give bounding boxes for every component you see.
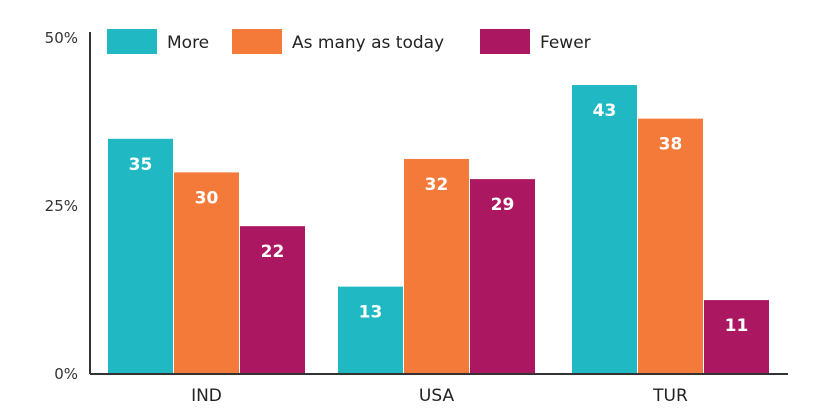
y-tick-label: 25% [45,197,78,215]
x-tick-label: TUR [652,386,688,406]
bar [338,286,403,374]
bar [174,172,239,374]
data-label: 13 [359,303,383,323]
x-tick-label: USA [419,386,455,406]
bars [108,85,769,374]
data-label: 29 [491,195,515,215]
x-tick-label: IND [191,386,222,406]
bar [240,226,305,374]
bar [704,300,769,374]
data-label: 11 [725,316,749,336]
x-axis: IND USA TUR [191,386,688,406]
legend: More As many as today Fewer [107,29,591,54]
legend-swatch [232,29,282,54]
y-axis: 0% 25% 50% [45,29,78,383]
data-label: 38 [659,135,683,155]
y-tick-label: 0% [54,365,78,383]
bar [638,118,703,374]
data-label: 30 [195,188,219,208]
legend-swatch [480,29,530,54]
data-label: 32 [425,175,449,195]
bar [404,158,469,374]
legend-label: Fewer [540,33,591,53]
data-label: 35 [129,155,153,175]
data-label: 43 [593,101,617,121]
bar [572,85,637,374]
legend-swatch [107,29,157,54]
legend-label: More [167,33,209,53]
legend-label: As many as today [292,33,444,53]
bar [470,179,535,374]
data-labels: 35 30 22 13 32 29 43 38 11 [129,101,749,336]
data-label: 22 [261,242,285,262]
bar [108,138,173,374]
y-tick-label: 50% [45,29,78,47]
